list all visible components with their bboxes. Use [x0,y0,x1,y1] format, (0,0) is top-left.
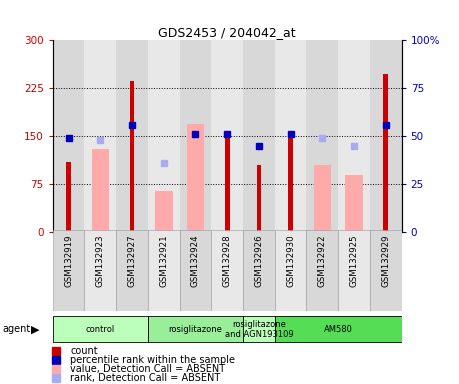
Text: GSM132928: GSM132928 [223,234,232,287]
Bar [275,40,307,232]
Bar [116,40,148,232]
Bar [211,230,243,311]
Text: count: count [70,346,98,356]
Bar [155,191,173,232]
Bar [187,124,204,232]
Text: rosiglitazone
and AGN193109: rosiglitazone and AGN193109 [224,319,293,339]
Bar [243,40,275,232]
Text: GSM132924: GSM132924 [191,234,200,287]
Bar [288,135,293,232]
Text: GSM132919: GSM132919 [64,234,73,287]
Bar [66,162,71,232]
Text: GSM132929: GSM132929 [381,234,390,287]
Text: agent: agent [2,324,31,334]
Text: GSM132927: GSM132927 [128,234,137,287]
Bar [345,175,363,232]
Bar [257,165,261,232]
Bar [307,40,338,232]
Bar [307,230,338,311]
Bar [225,135,230,232]
Bar [53,230,84,311]
Bar [338,40,370,232]
Bar [370,230,402,311]
Bar [243,230,275,311]
Bar [275,230,307,311]
Title: GDS2453 / 204042_at: GDS2453 / 204042_at [158,26,296,39]
Bar [313,165,331,232]
Bar [53,40,84,232]
Bar [53,316,148,342]
Text: GSM132925: GSM132925 [350,234,358,287]
Text: AM580: AM580 [324,325,353,334]
Text: ▶: ▶ [31,324,40,334]
Bar [179,230,211,311]
Bar [84,40,116,232]
Bar [130,81,134,232]
Bar [179,40,211,232]
Bar [275,316,402,342]
Text: GSM132926: GSM132926 [254,234,263,287]
Bar [92,149,109,232]
Bar [84,230,116,311]
Bar [370,40,402,232]
Text: value, Detection Call = ABSENT: value, Detection Call = ABSENT [70,364,225,374]
Bar [243,316,275,342]
Bar [148,40,179,232]
Text: GSM132921: GSM132921 [159,234,168,287]
Text: GSM132930: GSM132930 [286,234,295,287]
Text: GSM132922: GSM132922 [318,234,327,287]
Text: percentile rank within the sample: percentile rank within the sample [70,355,235,365]
Bar [116,230,148,311]
Bar [211,40,243,232]
Bar [148,316,243,342]
Text: rosiglitazone: rosiglitazone [168,325,223,334]
Text: rank, Detection Call = ABSENT: rank, Detection Call = ABSENT [70,373,220,383]
Text: GSM132923: GSM132923 [96,234,105,287]
Text: control: control [86,325,115,334]
Bar [148,230,179,311]
Bar [383,74,388,232]
Bar [338,230,370,311]
